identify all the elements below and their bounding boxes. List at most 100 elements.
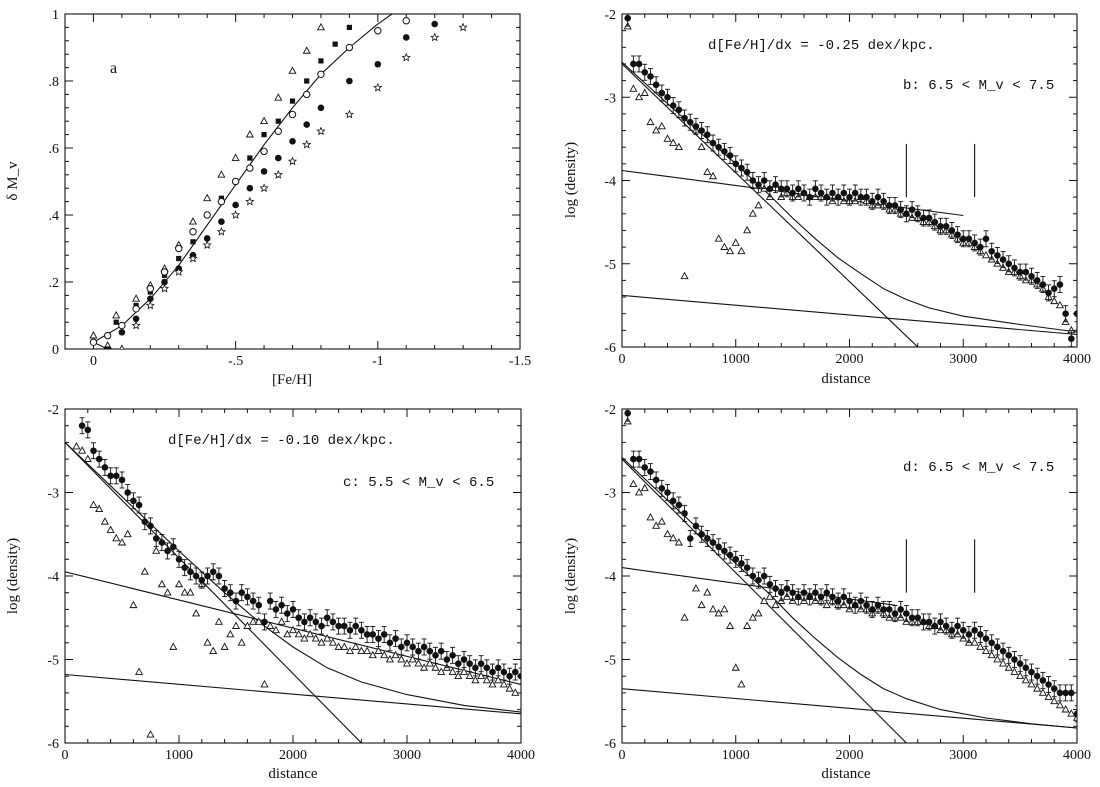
data-point-open-circle <box>146 285 155 293</box>
x-tick-label: 1000 <box>165 748 193 763</box>
data-point-open-triangle <box>726 621 735 629</box>
data-point-open-triangle <box>652 126 661 134</box>
data-point-filled-circle <box>903 210 910 218</box>
x-tick-label: 4000 <box>1063 352 1091 367</box>
data-point-filled-circle <box>806 593 813 601</box>
data-point-filled-circle <box>635 455 643 463</box>
data-point-open-circle <box>160 268 169 276</box>
data-point-filled-circle <box>863 193 870 201</box>
data-point-open-triangle <box>302 46 311 54</box>
data-point-filled-circle <box>675 106 683 114</box>
data-point-open-triangle <box>703 588 712 596</box>
x-tick-label: 1000 <box>722 352 750 367</box>
data-point-open-triangle <box>380 650 389 659</box>
y-tick-label: -6 <box>604 341 616 356</box>
data-point-open-triangle <box>397 654 406 663</box>
data-point-open-circle <box>374 27 382 35</box>
data-point-filled-circle <box>948 626 956 634</box>
panel-c-points <box>72 417 521 738</box>
y-tick-label: -4 <box>47 570 59 585</box>
data-point-filled-circle <box>738 560 745 567</box>
data-point-open-triangle <box>140 567 149 575</box>
panel-b: 0 1000 2000 3000 4000 -2 -3 -4 -5 -6 d[Fe/H]/dx =… <box>563 8 1091 387</box>
data-point-filled-circle <box>840 593 848 601</box>
y-tick-label: 0 <box>52 343 59 358</box>
y-tick-label: .6 <box>49 142 60 157</box>
data-point-filled-circle <box>641 68 649 76</box>
data-point-open-star <box>202 240 212 250</box>
data-point-open-triangle <box>674 538 683 546</box>
data-point-filled-circle <box>255 601 263 609</box>
data-point-filled-circle <box>977 243 984 251</box>
data-point-open-circle <box>345 43 354 52</box>
data-point-filled-circle <box>681 510 688 517</box>
data-point-open-circle <box>303 90 311 99</box>
data-point-open-triangle <box>100 517 109 525</box>
data-point-open-triangle <box>1055 700 1065 709</box>
data-point-open-triangle <box>288 625 298 634</box>
data-point-open-star <box>216 226 226 236</box>
data-point-open-triangle <box>743 225 752 234</box>
data-point-filled-circle <box>175 556 183 563</box>
panel-a-points <box>89 17 468 349</box>
data-point-filled-circle <box>517 672 521 680</box>
data-point-filled-circle <box>834 597 842 605</box>
x-tick-label: 2000 <box>836 748 864 763</box>
data-point-open-triangle <box>169 642 178 650</box>
data-point-filled-circle <box>329 618 337 626</box>
data-point-filled-circle <box>477 660 485 667</box>
data-point-filled-circle <box>147 295 154 303</box>
data-point-filled-square <box>289 98 296 104</box>
data-point-filled-square <box>113 319 119 325</box>
data-point-filled-circle <box>118 476 126 484</box>
data-point-filled-circle <box>920 618 927 626</box>
data-point-filled-circle <box>198 576 206 584</box>
data-point-filled-circle <box>931 622 939 630</box>
data-point-open-circle <box>132 305 140 313</box>
model-line-1 <box>622 63 919 347</box>
data-point-open-triangle <box>106 525 115 533</box>
data-point-open-triangle <box>317 638 326 646</box>
data-point-open-triangle <box>192 609 201 617</box>
data-point-open-triangle <box>425 659 434 667</box>
data-point-open-triangle <box>146 730 155 738</box>
data-point-filled-circle <box>274 154 282 162</box>
data-point-filled-circle <box>335 622 342 630</box>
panel-c-xlabel: distance <box>268 766 317 782</box>
data-point-open-triangle <box>465 671 474 680</box>
data-point-filled-circle <box>925 214 933 222</box>
data-point-open-triangle <box>357 646 366 654</box>
data-point-open-triangle <box>437 667 446 675</box>
x-tick-label: 3000 <box>393 748 421 763</box>
data-point-open-triangle <box>1004 663 1013 671</box>
data-point-filled-circle <box>312 618 320 626</box>
data-point-filled-circle <box>317 104 325 112</box>
panel-a-ticks: 0 -.5 -1 -1.5 0 .2 .4 .6 .8 1 <box>49 8 532 369</box>
data-point-filled-circle <box>749 177 757 184</box>
data-point-open-triangle <box>323 634 332 642</box>
data-point-filled-circle <box>432 652 439 659</box>
data-point-open-star <box>458 22 468 32</box>
data-point-open-triangle <box>663 134 672 142</box>
x-tick-label: 3000 <box>949 352 977 367</box>
data-point-filled-circle <box>812 589 819 596</box>
data-point-filled-circle <box>772 181 779 188</box>
panel-b-points <box>623 14 1077 347</box>
data-point-filled-circle <box>380 631 388 638</box>
data-point-filled-circle <box>363 631 371 638</box>
data-point-open-triangle <box>987 650 996 659</box>
data-point-open-triangle <box>511 688 520 696</box>
data-point-filled-circle <box>272 606 280 613</box>
y-tick-label: -5 <box>604 654 616 669</box>
data-point-filled-circle <box>158 539 166 546</box>
data-point-open-triangle <box>640 483 649 492</box>
data-point-filled-circle <box>868 606 876 613</box>
data-point-filled-circle <box>289 606 297 613</box>
data-point-filled-circle <box>965 631 973 638</box>
data-point-filled-circle <box>669 497 677 505</box>
data-point-filled-circle <box>1045 681 1052 688</box>
data-point-filled-circle <box>868 198 876 205</box>
data-point-filled-circle <box>78 422 86 430</box>
y-tick-label: 1 <box>52 8 59 23</box>
data-point-filled-circle <box>954 622 961 630</box>
